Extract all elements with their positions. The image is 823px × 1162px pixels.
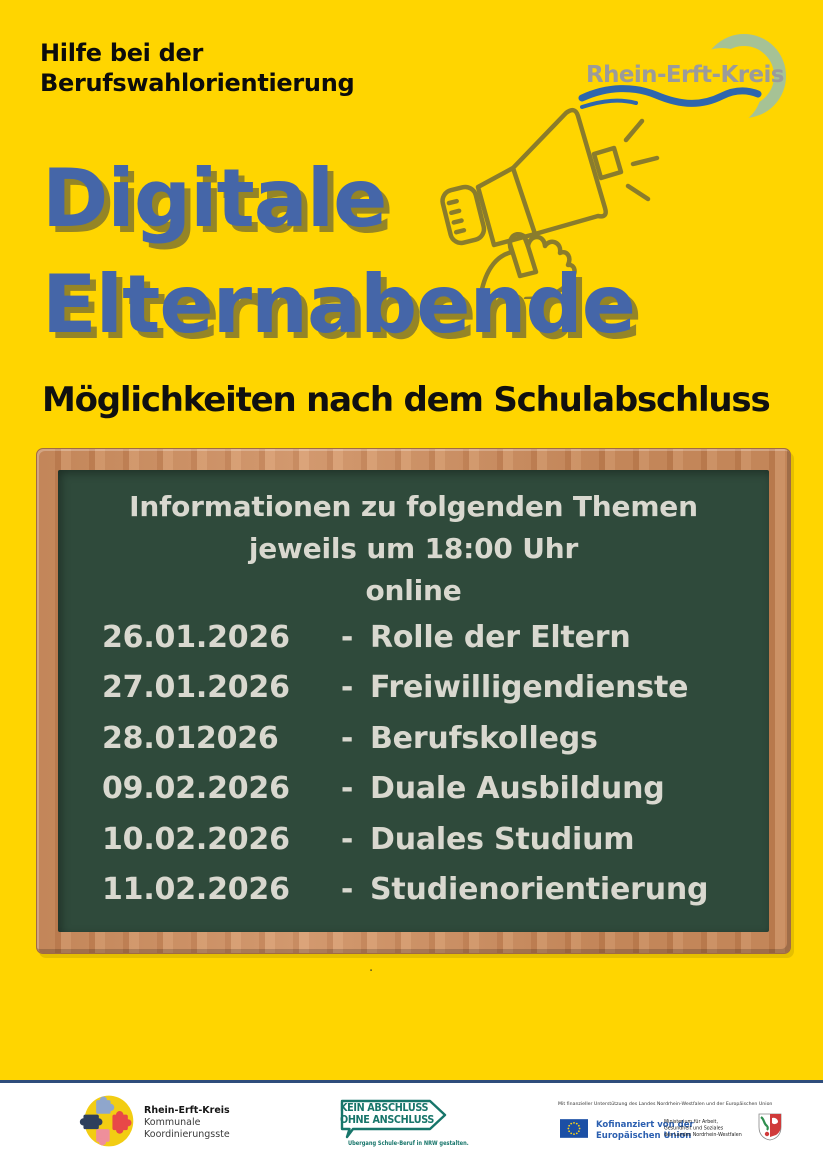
logo-text: Rhein-Erft-Kreis <box>586 62 784 88</box>
session-date: 26.01.2026 <box>102 619 290 655</box>
eu-flag-icon <box>560 1119 588 1138</box>
org-block: Rhein-Erft-Kreis Kommunale Koordinierung… <box>144 1105 230 1141</box>
kaoa-tagline: Übergang Schule-Beruf in NRW gestalten. <box>348 1140 469 1147</box>
funding-note: Mit finanzieller Unterstützung des Lande… <box>558 1101 773 1107</box>
rhein-erft-kreis-logo: Rhein-Erft-Kreis <box>572 24 790 132</box>
org-line-3: Koordinierungsste <box>144 1128 230 1140</box>
stray-dot: . <box>369 960 374 975</box>
session-topic: Rolle der Eltern <box>370 619 631 655</box>
session-date: 10.02.2026 <box>102 821 290 857</box>
session-row: 09.02.2026 - Duale Ausbildung <box>102 764 769 815</box>
session-topic: Berufskollegs <box>370 720 598 756</box>
kaoa-line-2: OHNE ANSCHLUSS <box>340 1114 435 1126</box>
session-row: 10.02.2026 - Duales Studium <box>102 814 769 865</box>
session-dash: - <box>340 720 354 756</box>
kaoa-badge-outline-icon <box>340 1099 447 1139</box>
kicker-text: Hilfe bei der Berufswahlorientierung <box>40 38 355 99</box>
eu-cofinance-label: Kofinanziert von der Europäischen Union <box>596 1120 694 1142</box>
board-heading-line-2: jeweils um 18:00 Uhr <box>248 532 579 565</box>
megaphone-icon <box>440 107 660 299</box>
kicker-line-1: Hilfe bei der <box>40 39 204 67</box>
session-topic: Duale Ausbildung <box>370 771 665 807</box>
session-topic: Freiwilligendienste <box>370 670 689 706</box>
session-date: 09.02.2026 <box>102 771 290 807</box>
session-list: 26.01.2026 - Rolle der Eltern 27.01.2026… <box>58 612 769 915</box>
session-topic: Duales Studium <box>370 821 635 857</box>
kicker-line-2: Berufswahlorientierung <box>40 69 355 98</box>
session-dash: - <box>340 771 354 807</box>
footer: Rhein-Erft-Kreis Kommunale Koordinierung… <box>0 1080 823 1162</box>
board-heading-line-1: Informationen zu folgenden Themen <box>129 490 698 523</box>
org-name: Rhein-Erft-Kreis <box>144 1105 230 1116</box>
title-line-2: Elternabende <box>42 257 636 351</box>
puzzle-logo-icon <box>79 1095 134 1147</box>
session-dash: - <box>340 619 354 655</box>
session-date: 28.012026 <box>102 720 279 756</box>
eu-label-line-1: Kofinanziert von der <box>596 1120 694 1130</box>
eu-label-line-2: Europäischen Union <box>596 1131 692 1142</box>
board-heading: Informationen zu folgenden Themen jeweil… <box>58 486 769 612</box>
session-row: 11.02.2026 - Studienorientierung <box>102 865 769 916</box>
subtitle: Möglichkeiten nach dem Schulabschluss <box>42 380 771 420</box>
session-row: 28.012026 - Berufskollegs <box>102 713 769 764</box>
session-row: 27.01.2026 - Freiwilligendienste <box>102 663 769 714</box>
ministry-label: Ministerium für Arbeit, Gesundheit und S… <box>664 1119 742 1138</box>
ministry-line-3: des Landes Nordrhein-Westfalen <box>664 1131 742 1138</box>
session-topic: Studienorientierung <box>370 872 709 908</box>
ministry-line-1: Ministerium für Arbeit, <box>664 1119 718 1125</box>
session-date: 11.02.2026 <box>102 872 290 908</box>
chalkboard: Informationen zu folgenden Themen jeweil… <box>58 470 769 932</box>
nrw-crest-icon <box>758 1113 782 1141</box>
session-dash: - <box>340 872 354 908</box>
title-line-1: Digitale <box>42 152 387 245</box>
session-dash: - <box>340 670 354 706</box>
session-date: 27.01.2026 <box>102 670 290 706</box>
kaoa-line-1: KEIN ABSCHLUSS <box>340 1102 429 1114</box>
page-title: Digitale Elternabende <box>42 146 636 357</box>
logo-crescent-wave-icon <box>578 34 786 128</box>
ministry-line-2: Gesundheit und Soziales <box>664 1125 724 1131</box>
session-row: 26.01.2026 - Rolle der Eltern <box>102 612 769 663</box>
session-dash: - <box>340 821 354 857</box>
board-heading-line-3: online <box>365 574 462 607</box>
org-line-2: Kommunale <box>144 1116 201 1128</box>
chalkboard-frame: Informationen zu folgenden Themen jeweil… <box>36 448 791 954</box>
